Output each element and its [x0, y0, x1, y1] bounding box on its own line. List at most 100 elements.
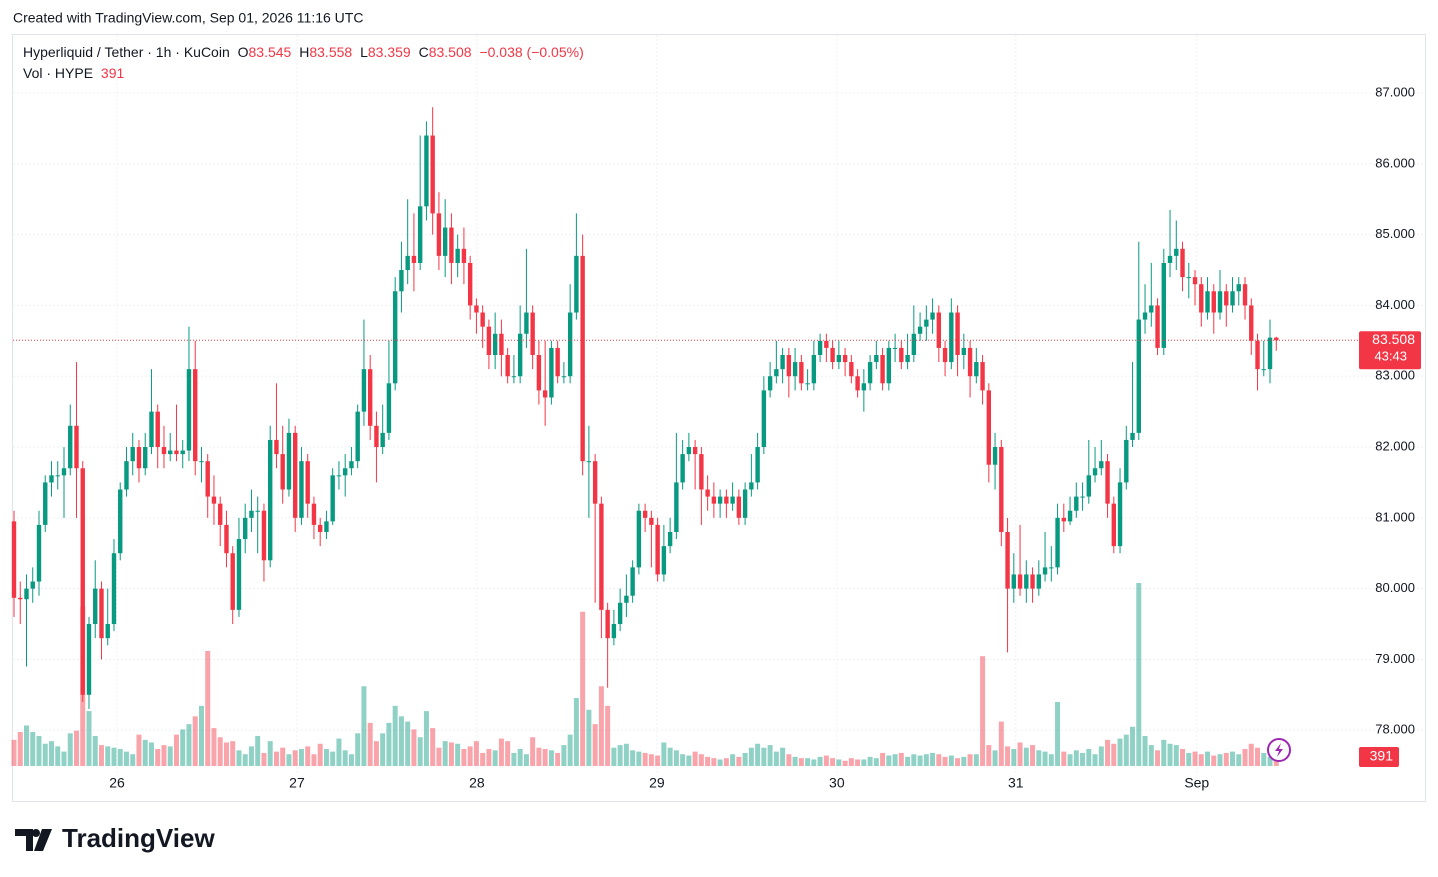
volume-bar	[1111, 743, 1117, 766]
chart-frame	[12, 34, 1426, 802]
candle-body	[111, 553, 117, 625]
candle-body	[986, 390, 992, 465]
volume-bar	[36, 735, 42, 766]
candle-body	[605, 609, 610, 639]
candle-body	[224, 524, 229, 554]
candle-body	[68, 425, 73, 469]
volume-bar	[848, 758, 854, 766]
candle-body	[836, 354, 842, 363]
volume-bar	[905, 756, 911, 766]
candle-body	[268, 439, 273, 561]
candle-body	[661, 546, 667, 575]
candle-body	[374, 425, 379, 448]
volume-bar	[986, 745, 992, 766]
legend: Hyperliquid / Tether · 1h · KuCoin O83.5…	[23, 44, 584, 60]
volume-bar	[180, 729, 186, 766]
candle-body	[1236, 284, 1241, 292]
volume-bar	[717, 759, 723, 766]
candle-body	[186, 369, 192, 451]
price-tag	[1359, 331, 1421, 370]
volume-bar	[1205, 751, 1211, 766]
volume-bar	[667, 747, 673, 766]
volume-tag	[1359, 747, 1399, 767]
volume-bar	[930, 752, 936, 766]
volume-bar	[1098, 746, 1104, 766]
x-tick-label: 29	[649, 775, 665, 791]
candle-body	[430, 135, 435, 214]
candle-body	[218, 503, 223, 525]
axes: 78.000 79.000 80.000 81.000 82.000 83.000 84.0…	[13, 84, 1421, 791]
candle-body	[1205, 291, 1210, 313]
candle-body	[655, 524, 660, 575]
candle-body	[467, 262, 473, 306]
candle-body	[1111, 503, 1116, 547]
volume-bar	[455, 743, 461, 766]
y-tick-label: 81.000	[1375, 509, 1415, 524]
volume-bar	[336, 738, 342, 766]
volume-bar	[442, 741, 448, 766]
alert-icon[interactable]	[1267, 738, 1291, 762]
candle-body	[1067, 510, 1073, 522]
candle-body	[830, 347, 835, 363]
volume-bar	[830, 758, 836, 766]
volume-bar	[811, 759, 817, 766]
volume-bar	[211, 728, 217, 766]
volume-bar	[1136, 583, 1142, 766]
volume-bar	[1036, 750, 1042, 766]
volume-bar	[517, 749, 523, 766]
volume-bar	[573, 698, 579, 766]
candle-body	[155, 411, 160, 448]
volume-bar	[511, 752, 517, 766]
volume-bar	[730, 754, 736, 766]
volume-bar	[886, 755, 892, 766]
candle-body	[811, 354, 817, 384]
volume-bar	[92, 735, 98, 766]
candle-body	[749, 482, 754, 490]
candle-body	[130, 447, 135, 462]
volume-bar	[530, 737, 536, 766]
candle-body	[255, 510, 260, 512]
symbol: Hyperliquid / Tether · 1h · KuCoin	[23, 44, 230, 60]
alert-bolt[interactable]	[1275, 743, 1283, 757]
volume-bar	[1017, 742, 1023, 766]
volume-bar	[942, 756, 948, 766]
volume-bar	[798, 758, 804, 766]
volume-bar	[592, 724, 598, 766]
candle-body	[955, 312, 960, 355]
price-tag-value: 83.508	[1372, 331, 1415, 347]
candle-body	[774, 369, 779, 377]
candle-body	[1261, 369, 1266, 371]
volume-bar	[430, 728, 436, 766]
candle-body	[1167, 255, 1173, 263]
candle-body	[492, 333, 498, 355]
volume-bar	[1161, 739, 1167, 766]
candle-body	[286, 432, 292, 490]
candle-body	[767, 376, 773, 391]
volume-bar	[948, 755, 954, 766]
candle-body	[36, 524, 42, 582]
candle-body	[1042, 567, 1048, 575]
volume-bar	[255, 735, 261, 766]
candle-body	[24, 588, 29, 600]
candle-body	[211, 496, 217, 504]
candle-body	[961, 347, 967, 355]
x-tick-label: 28	[469, 775, 485, 791]
volume-bar	[467, 746, 473, 766]
candle-body	[699, 454, 704, 490]
volume-bar	[480, 752, 486, 766]
volume-bar	[1230, 751, 1236, 766]
candle-body	[880, 354, 885, 384]
candle-body	[861, 383, 867, 391]
candle-body	[367, 369, 373, 426]
candle-body	[436, 213, 442, 256]
candle-body	[1105, 461, 1110, 504]
candles	[11, 107, 1279, 709]
candle-body	[736, 496, 742, 518]
volume-legend: Vol · HYPE 391	[23, 65, 124, 81]
volume-bar	[936, 754, 942, 766]
volume-bar	[411, 729, 417, 766]
y-tick-label: 83.000	[1375, 368, 1415, 383]
candle-body	[1274, 337, 1279, 341]
volume-bar	[205, 650, 211, 766]
